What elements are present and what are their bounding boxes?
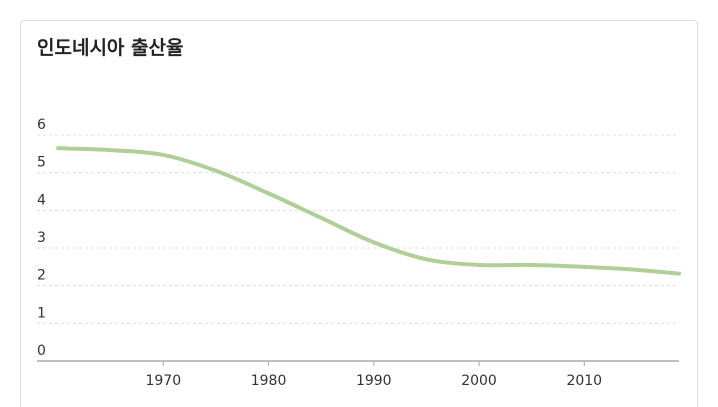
y-tick-label: 4 bbox=[37, 192, 46, 208]
y-tick-label: 6 bbox=[37, 117, 46, 133]
y-tick-label: 1 bbox=[37, 305, 46, 321]
chart-title: 인도네시아 출산율 bbox=[37, 37, 183, 59]
y-tick-label: 0 bbox=[37, 343, 46, 359]
y-tick-label: 2 bbox=[37, 268, 46, 284]
card bbox=[20, 20, 698, 407]
x-tick-label: 1990 bbox=[356, 373, 392, 389]
line bbox=[56, 146, 681, 276]
x-tick-label: 1980 bbox=[251, 373, 287, 389]
x-tick-label: 2000 bbox=[461, 373, 497, 389]
x-tick-label: 2010 bbox=[566, 373, 602, 389]
y-tick-label: 5 bbox=[37, 155, 46, 171]
x-tick-label: 1970 bbox=[145, 373, 181, 389]
y-tick-label: 3 bbox=[37, 230, 46, 246]
